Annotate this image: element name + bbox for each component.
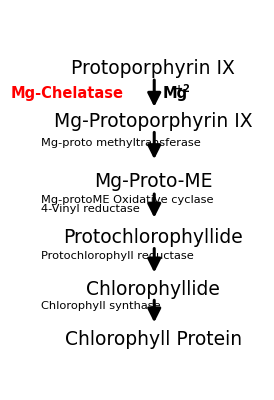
Text: 4-Vinyl reductase: 4-Vinyl reductase bbox=[41, 204, 139, 214]
Text: Mg-proto methyltransferase: Mg-proto methyltransferase bbox=[41, 138, 200, 148]
Text: Mg-Chelatase: Mg-Chelatase bbox=[10, 86, 123, 101]
Text: Protochlorophyllide: Protochlorophyllide bbox=[63, 228, 243, 247]
Text: Chlorophyll synthase: Chlorophyll synthase bbox=[41, 301, 160, 311]
Text: Chlorophyllide: Chlorophyllide bbox=[86, 280, 220, 299]
Text: Protochlorophyll reductase: Protochlorophyll reductase bbox=[41, 251, 193, 261]
Text: Mg-protoME Oxidative cyclase: Mg-protoME Oxidative cyclase bbox=[41, 194, 213, 204]
Text: Mg: Mg bbox=[163, 86, 188, 101]
Text: Protoporphyrin IX: Protoporphyrin IX bbox=[71, 58, 235, 78]
Text: Mg-Protoporphyrin IX: Mg-Protoporphyrin IX bbox=[54, 112, 252, 132]
Text: Chlorophyll Protein: Chlorophyll Protein bbox=[65, 330, 242, 348]
Text: Mg-Proto-ME: Mg-Proto-ME bbox=[94, 172, 212, 192]
Text: +2: +2 bbox=[175, 84, 190, 94]
